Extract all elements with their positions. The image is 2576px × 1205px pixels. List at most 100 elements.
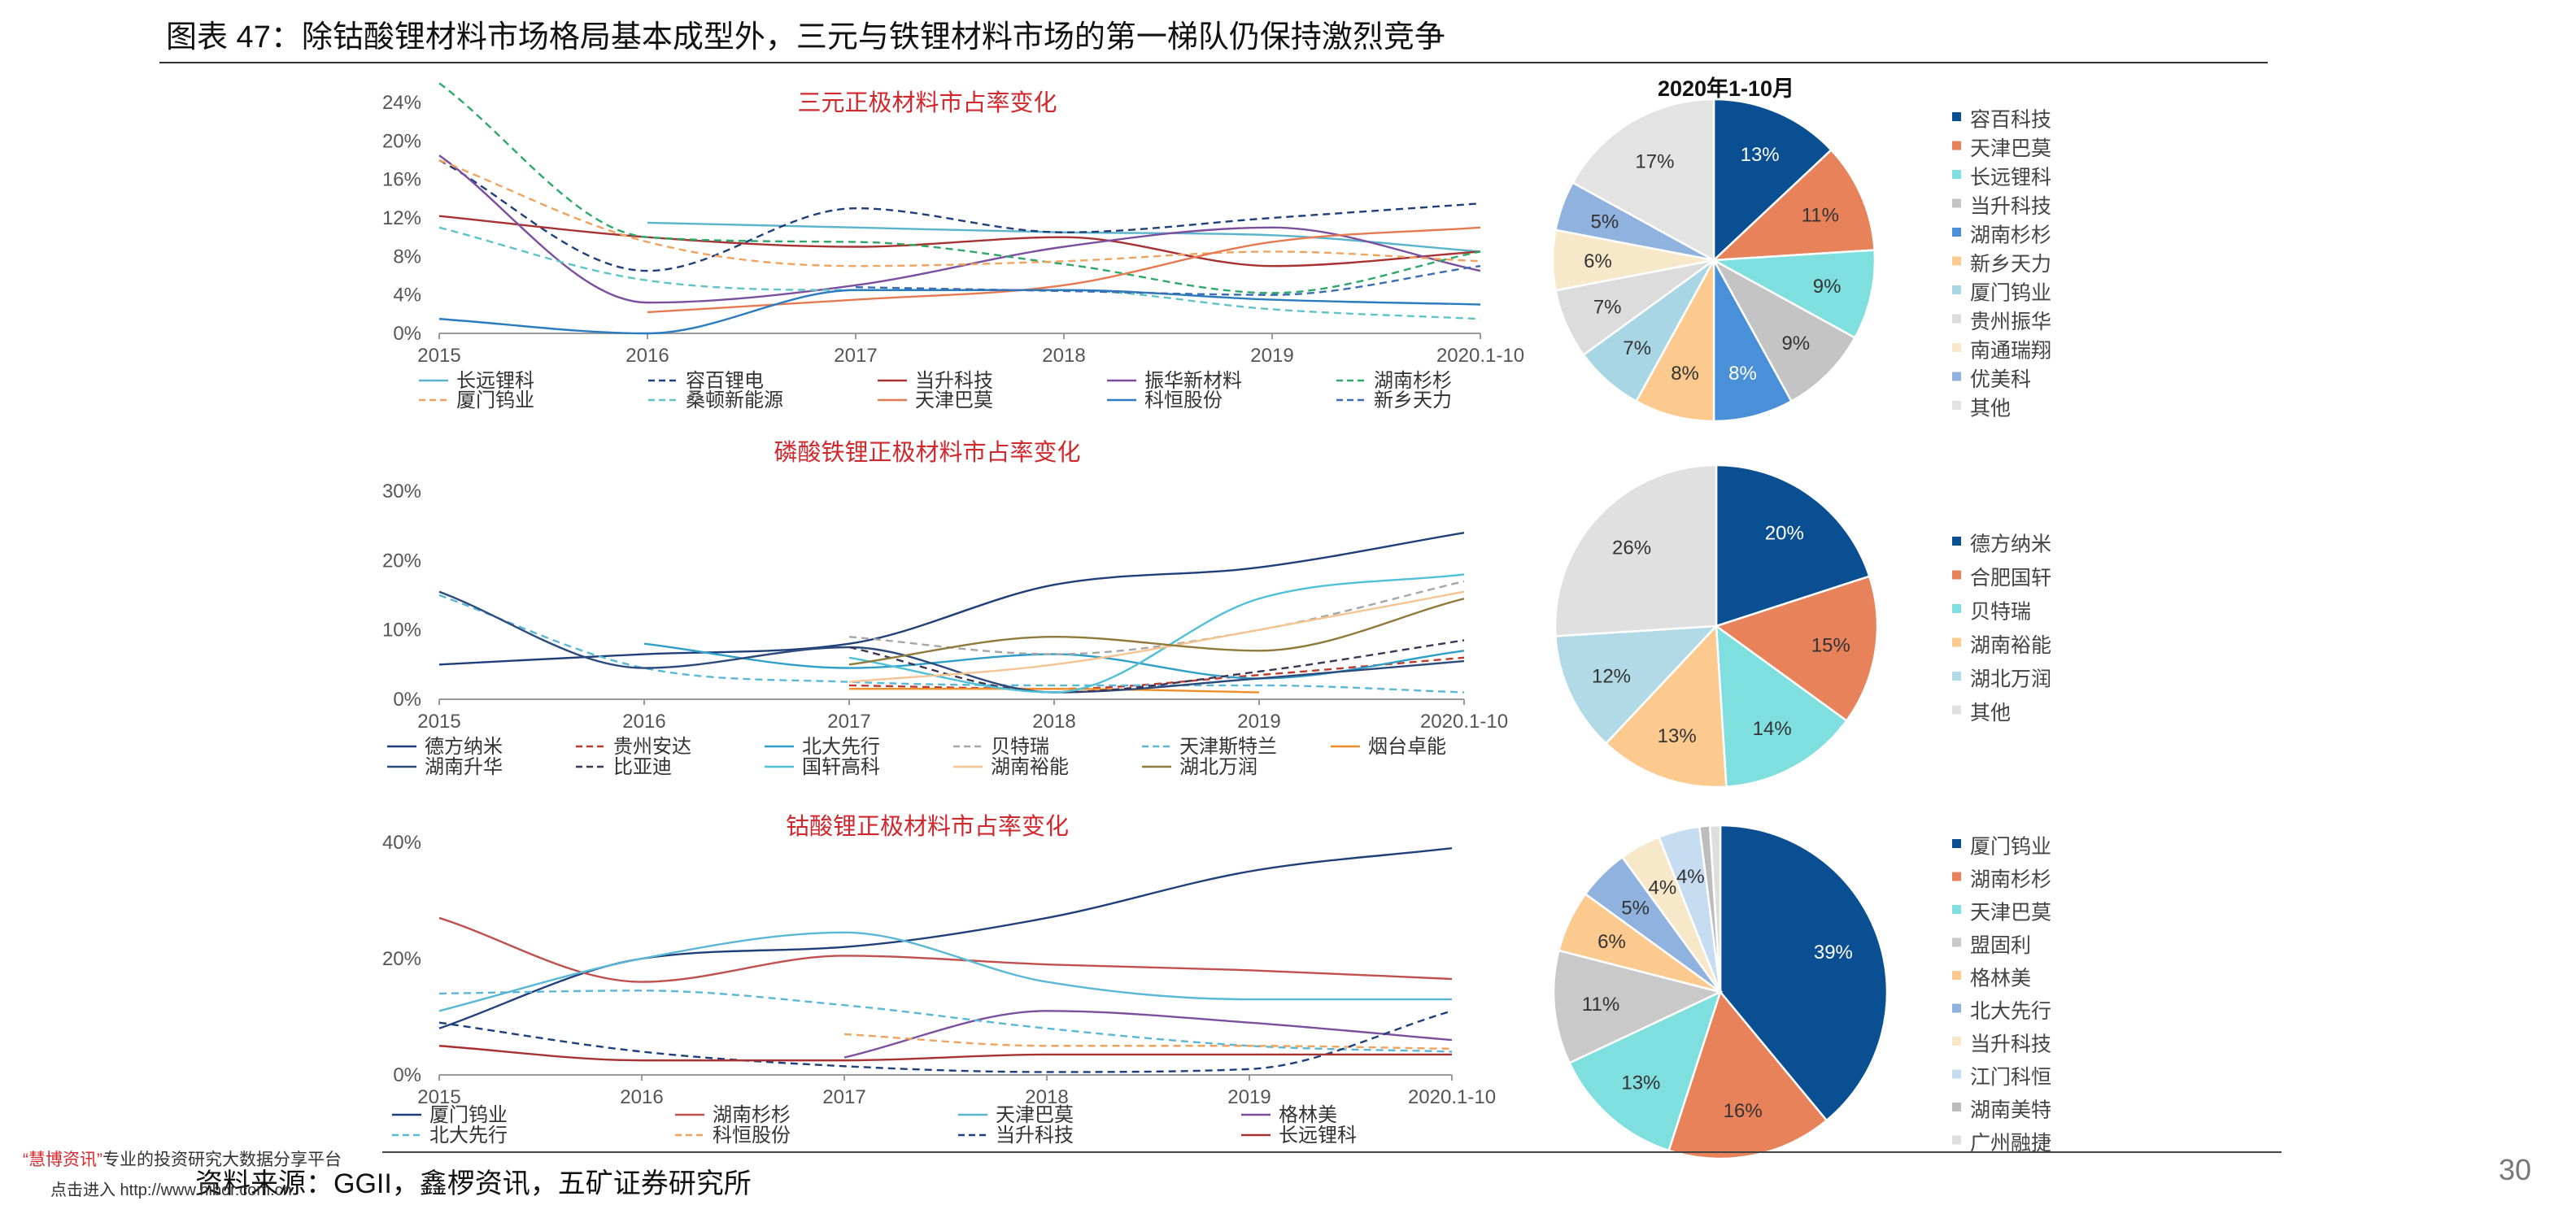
slice-label: 13%: [1741, 144, 1780, 166]
series-line: [643, 642, 1465, 680]
y-tick-label: 8%: [393, 246, 421, 268]
legend-label: 湖南升华: [425, 756, 503, 778]
x-tick-label: 2020.1-10: [1436, 345, 1524, 367]
legend-label: 天津斯特兰: [1179, 736, 1277, 758]
legend-label: 合肥国轩: [1970, 567, 2051, 589]
pie-slice: [1567, 990, 1723, 1152]
legend-label: 湖南杉杉: [1970, 868, 2051, 891]
slice-label: 11%: [1582, 994, 1619, 1016]
slice-label: 5%: [1591, 211, 1619, 233]
pie-slice: [1715, 463, 1871, 628]
y-tick-label: 10%: [382, 620, 421, 642]
pie-slice: [1554, 463, 1718, 637]
source-note: 资料来源：GGII，鑫椤资讯，五矿证券研究所: [195, 1168, 752, 1199]
x-tick-label: 2016: [622, 711, 665, 733]
chart-title: 钴酸锂正极材料市占率变化: [786, 813, 1069, 840]
legend-swatch: [1952, 672, 1961, 681]
legend-swatch: [1952, 228, 1961, 237]
legend-label: 优美科: [1970, 368, 2031, 391]
series-line: [848, 590, 1465, 683]
y-tick-label: 20%: [382, 130, 421, 152]
legend-label: 湖南裕能: [991, 756, 1069, 778]
y-tick-label: 0%: [393, 1064, 421, 1086]
series-line: [647, 226, 1481, 314]
y-tick-label: 20%: [382, 550, 421, 572]
slice-label: 16%: [1724, 1100, 1763, 1122]
pie-slice: [1710, 249, 1876, 340]
slice-label: 17%: [1635, 150, 1674, 172]
y-tick-label: 0%: [393, 323, 421, 345]
slice-label: 26%: [1612, 537, 1651, 559]
y-tick-label: 12%: [382, 207, 421, 229]
legend-label: 盟固利: [1970, 934, 2031, 957]
legend-swatch: [1952, 839, 1961, 848]
pie-slice: [1634, 259, 1715, 423]
x-tick-label: 2017: [827, 711, 870, 733]
legend-swatch: [1952, 343, 1961, 352]
legend-swatch: [1952, 604, 1961, 613]
legend-label: 长远锂科: [1279, 1125, 1357, 1146]
legend-label: 湖南美特: [1970, 1099, 2051, 1122]
legend-label: 德方纳米: [425, 736, 503, 758]
slice-label: 15%: [1811, 634, 1850, 656]
watermark-tagline: 专业的投资研究大数据分享平台: [102, 1151, 342, 1169]
x-tick-label: 2020.1-10: [1408, 1086, 1496, 1108]
legend-swatch: [1952, 1135, 1961, 1145]
legend-label: 厦门钨业: [1970, 282, 2051, 305]
legend-swatch: [1952, 1103, 1961, 1111]
legend-label: 桑顿新能源: [686, 389, 783, 411]
x-tick-label: 2020.1-10: [1420, 711, 1508, 733]
pie-slice: [1715, 624, 1848, 788]
chart-title: 磷酸铁锂正极材料市占率变化: [774, 439, 1080, 466]
legend-label: 北大先行: [429, 1125, 508, 1146]
legend-swatch: [1952, 1069, 1961, 1079]
y-tick-label: 4%: [393, 285, 421, 307]
legend-swatch: [1952, 637, 1961, 647]
pie-slice: [1719, 824, 1889, 1122]
page-title: 图表 47：除钴酸锂材料市场格局基本成型外，三元与铁锂材料市场的第一梯队仍保持激…: [166, 20, 1445, 54]
x-tick-label: 2018: [1032, 711, 1075, 733]
chart-title: 三元正极材料市占率变化: [797, 89, 1057, 116]
series-line: [438, 594, 1465, 694]
slice-label: 12%: [1592, 666, 1631, 688]
x-tick-label: 2015: [417, 345, 460, 367]
legend-label: 当升科技: [996, 1125, 1074, 1146]
legend-label: 长远锂科: [456, 370, 534, 392]
series-line: [438, 82, 1481, 294]
legend-swatch: [1952, 401, 1961, 410]
slice-label: 5%: [1621, 898, 1650, 920]
legend-label: 容百科技: [1970, 109, 2051, 132]
series-line: [843, 1010, 1453, 1059]
legend-swatch: [1952, 971, 1961, 980]
series-line: [438, 590, 1465, 694]
x-tick-label: 2015: [417, 1086, 460, 1108]
series-line: [848, 598, 1465, 666]
x-tick-label: 2015: [417, 711, 460, 733]
legend-label: 新乡天力: [1374, 389, 1452, 411]
legend-label: 其他: [1970, 702, 2011, 724]
legend-label: 天津巴莫: [915, 389, 993, 411]
legend-label: 容百锂电: [686, 370, 764, 392]
series-line: [438, 1010, 1453, 1073]
legend-label: 当升科技: [915, 370, 993, 392]
pie-slice: [1714, 575, 1879, 723]
legend-swatch: [1952, 937, 1961, 947]
y-tick-label: 0%: [393, 689, 421, 711]
series-line: [438, 159, 1481, 268]
slice-label: 11%: [1802, 204, 1839, 226]
slice-label: 6%: [1584, 250, 1612, 272]
x-tick-label: 2018: [1042, 345, 1085, 367]
legend-label: 厦门钨业: [429, 1104, 508, 1126]
series-line: [647, 221, 1481, 253]
series-line: [438, 154, 1481, 304]
series-line: [843, 1033, 1453, 1051]
watermark-link[interactable]: 点击进入 http://www.hibor.com.cn: [50, 1181, 292, 1199]
legend-label: 湖北万润: [1179, 756, 1257, 778]
x-tick-label: 2016: [625, 345, 669, 367]
legend-swatch: [1952, 112, 1961, 121]
legend-label: 湖南杉杉: [1970, 224, 2051, 247]
legend-label: 北大先行: [1970, 1000, 2051, 1023]
legend-label: 科恒股份: [1144, 389, 1223, 411]
slice-label: 9%: [1781, 333, 1810, 355]
